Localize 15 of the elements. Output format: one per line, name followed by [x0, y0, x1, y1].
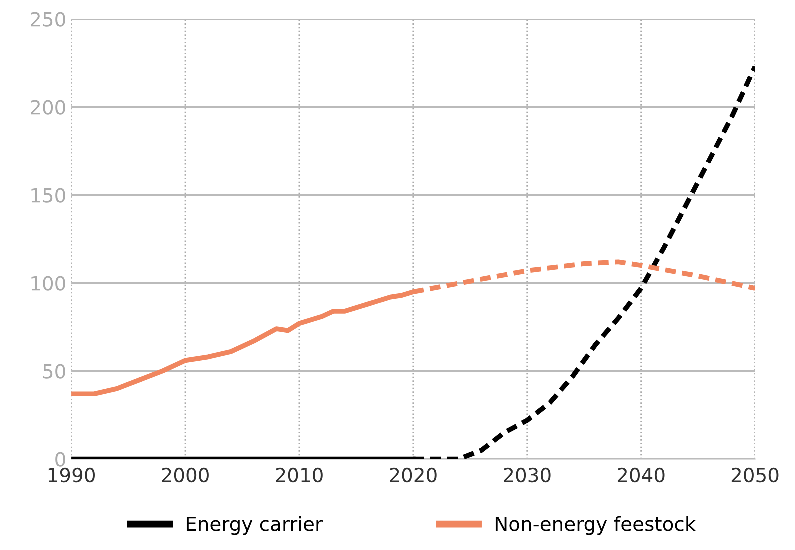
x-tick-label: 2040	[618, 468, 665, 483]
x-tick-label: 2030	[504, 468, 551, 483]
y-tick-label: 250	[31, 12, 66, 27]
x-tick-label: 2010	[276, 468, 323, 483]
y-tick-label: 100	[32, 276, 66, 291]
x-tick-label: 2020	[390, 468, 437, 483]
y-tick-label: 150	[32, 188, 66, 203]
y-tick-label: 0	[56, 452, 66, 467]
x-tick-label: 1990	[48, 468, 95, 483]
x-tick-label: 2050	[732, 468, 779, 483]
legend-label: Non-energy feestock	[496, 516, 696, 536]
y-tick-label: 50	[43, 364, 66, 379]
y-tick-label: 200	[31, 100, 66, 115]
legend-label: Energy carrier	[186, 516, 323, 536]
x-tick-label: 2000	[162, 468, 209, 483]
